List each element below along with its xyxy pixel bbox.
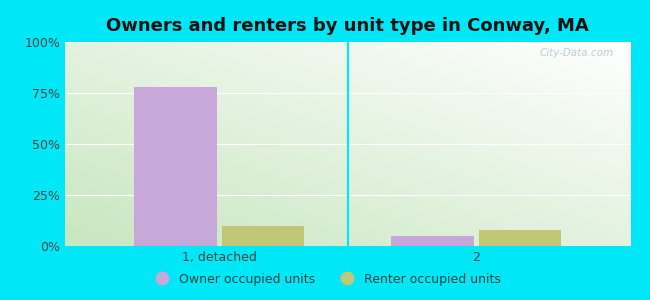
Bar [135, 87, 216, 246]
Bar [479, 230, 561, 246]
Legend: Owner occupied units, Renter occupied units: Owner occupied units, Renter occupied un… [144, 268, 506, 291]
Text: City-Data.com: City-Data.com [540, 48, 614, 58]
Bar [222, 226, 304, 246]
Bar [391, 236, 474, 246]
Title: Owners and renters by unit type in Conway, MA: Owners and renters by unit type in Conwa… [107, 17, 589, 35]
